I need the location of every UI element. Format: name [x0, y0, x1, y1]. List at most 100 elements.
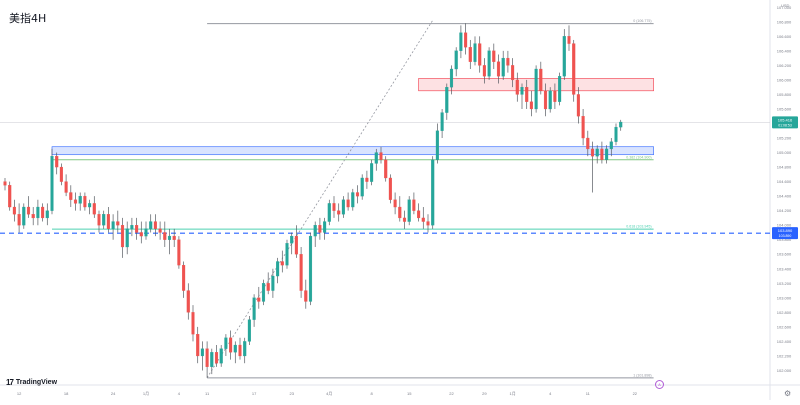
candle-up: [149, 221, 153, 229]
candle-up: [233, 344, 237, 353]
y-tick-label: 103.400: [777, 266, 792, 271]
x-tick-label: 29: [482, 391, 487, 396]
candle-up: [487, 50, 491, 77]
currency-label[interactable]: USD: [781, 3, 790, 8]
candle-up: [88, 203, 92, 208]
candle-down: [388, 177, 392, 200]
candle-down: [468, 47, 472, 62]
candle-down: [257, 297, 261, 302]
candle-down: [482, 65, 486, 77]
x-tick-label: 23: [289, 391, 294, 396]
y-tick-label: 102.800: [777, 310, 792, 315]
candle-up: [290, 235, 294, 244]
candle-down: [581, 116, 585, 139]
candle-up: [243, 341, 247, 357]
candle-down: [492, 50, 496, 62]
y-tick-label: 105.800: [777, 92, 792, 97]
candle-up: [360, 177, 364, 197]
event-marker-icon[interactable]: A: [655, 380, 664, 389]
candle-up: [261, 283, 266, 302]
candle-down: [92, 203, 96, 215]
candle-down: [158, 228, 162, 233]
candle-down: [417, 210, 421, 219]
y-tick-label: 103.000: [777, 295, 792, 300]
candle-down: [59, 166, 63, 182]
candle-down: [182, 264, 186, 291]
y-tick-label: 105.200: [777, 136, 792, 141]
candle-up: [595, 148, 599, 157]
fib-level-label: 1 (101.898): [633, 373, 651, 377]
candle-down: [8, 185, 12, 208]
candle-up: [445, 87, 449, 113]
y-tick-label: 102.600: [777, 324, 792, 329]
candle-down: [529, 101, 533, 110]
settings-gear-icon[interactable]: ⚙: [784, 389, 792, 398]
candle-up: [327, 203, 331, 222]
candle-up: [50, 156, 54, 211]
candle-down: [412, 199, 416, 211]
candle-up: [210, 352, 214, 367]
y-tick-label: 106.000: [777, 77, 792, 82]
y-tick-label: 106.600: [777, 34, 792, 39]
candle-up: [534, 68, 538, 110]
candle-down: [346, 199, 350, 208]
candle-up: [605, 148, 609, 160]
chart-title: 美指4H: [9, 12, 47, 25]
candle-down: [576, 94, 580, 117]
y-tick-label: 104.800: [777, 165, 792, 170]
x-tick-label: 8: [370, 391, 373, 396]
x-tick-label: 22: [449, 391, 454, 396]
candle-down: [26, 206, 31, 215]
candle-up: [323, 221, 327, 233]
candle-down: [506, 57, 510, 66]
fib-level-label: 0.618 (103.945): [626, 225, 651, 229]
price-label-value: 103.890: [778, 228, 793, 233]
candle-down: [172, 235, 176, 240]
candle-up: [219, 348, 223, 364]
x-tick-label: 4: [178, 391, 181, 396]
candle-down: [511, 65, 515, 81]
candle-down: [590, 148, 595, 157]
candle-down: [426, 221, 430, 226]
blue-support-zone: [51, 146, 654, 156]
candle-up: [609, 141, 613, 150]
price-label-box: [772, 227, 798, 240]
candle-up: [440, 112, 444, 131]
y-tick-label: 104.000: [777, 223, 792, 228]
candle-up: [548, 90, 552, 110]
candle-up: [558, 76, 562, 102]
candle-down: [294, 235, 298, 255]
candle-down: [355, 192, 360, 197]
y-tick-label: 106.400: [777, 48, 792, 53]
candle-down: [600, 148, 604, 160]
candle-up: [144, 228, 148, 237]
candle-down: [139, 232, 143, 237]
candle-up: [111, 221, 115, 229]
y-tick-label: 102.400: [777, 339, 792, 344]
y-tick-label: 105.600: [777, 106, 792, 111]
x-tick-label: 11: [205, 391, 210, 396]
candle-up: [520, 87, 524, 95]
candle-down: [539, 68, 543, 91]
candle-up: [459, 32, 463, 51]
candle-up: [78, 195, 82, 204]
candle-up: [619, 121, 623, 128]
candle-down: [464, 32, 468, 48]
candle-up: [125, 228, 129, 248]
candle-down: [384, 159, 388, 179]
candle-up: [200, 348, 204, 357]
candle-up: [167, 235, 172, 240]
candle-up: [224, 337, 228, 349]
candle-up: [562, 36, 566, 77]
candle-down: [135, 225, 139, 233]
candle-up: [351, 192, 355, 208]
candle-down: [379, 152, 383, 160]
x-tick-label: 22: [633, 391, 638, 396]
candle-down: [229, 337, 233, 353]
candle-down: [106, 214, 110, 229]
candle-up: [614, 126, 618, 142]
candle-down: [496, 61, 501, 77]
tradingview-logo[interactable]: 17 TradingView: [6, 378, 57, 387]
